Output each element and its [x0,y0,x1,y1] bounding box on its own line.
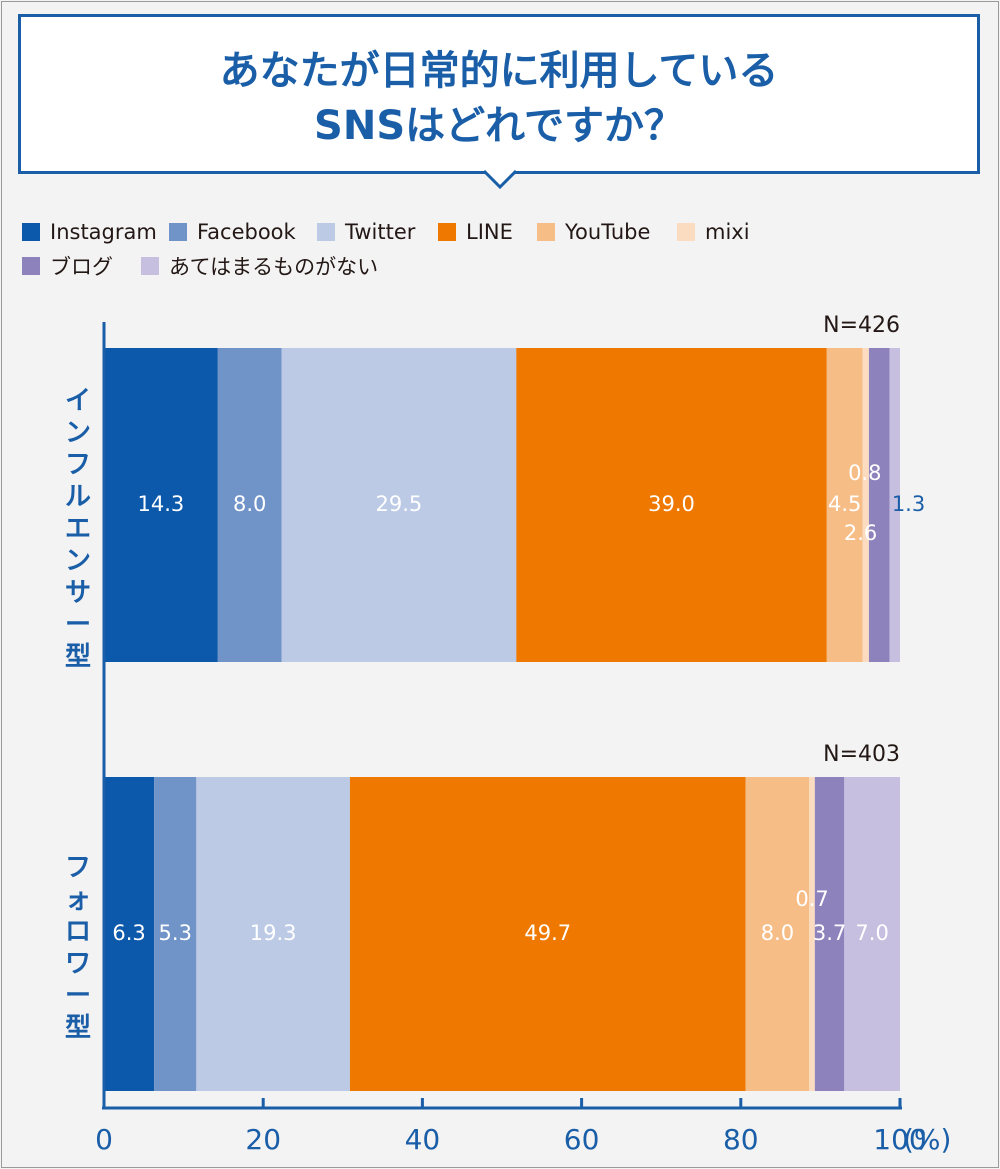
legend-swatch-mixi [677,223,695,241]
category-label-char: 型 [64,1013,91,1043]
legend-label-facebook: Facebook [197,220,296,244]
data-label: 7.0 [855,921,888,945]
bar-segment [104,777,155,1091]
category-label-char: ー [64,981,91,1011]
bar-segment [281,348,517,662]
bar-segment [196,777,350,1091]
title-box: あなたが日常的に利用している SNSはどれですか？ [18,14,980,174]
legend-swatch-instagram [22,223,40,241]
legend-item-line: LINE [438,220,513,244]
category-label-char: ル [64,482,91,512]
category-label-char: イ [64,386,91,416]
category-label-influencer: インフルエンサー型 [58,385,98,673]
data-label: 1.3 [892,492,925,516]
legend-swatch-none [141,257,159,275]
chart-title-line-2: SNSはどれですか？ [314,103,684,149]
category-label-char: 型 [64,642,91,672]
category-label-char: サ [64,578,91,608]
data-label: 14.3 [138,492,185,516]
data-label: 49.7 [524,921,571,945]
legend-swatch-line [438,223,456,241]
legend-swatch-facebook [169,223,187,241]
bar-segment [826,348,863,662]
legend-item-youtube: YouTube [537,220,650,244]
bar-segment [862,348,869,662]
legend-item-none: あてはまるものがない [141,254,379,279]
legend-item-mixi: mixi [677,220,750,244]
bar-segment [809,777,815,1091]
data-label: 6.3 [112,921,145,945]
category-label-char: ー [64,610,91,640]
legend-swatch-blog [22,257,40,275]
sample-size-label: N=403 [823,742,900,767]
legend-item-facebook: Facebook [169,220,296,244]
data-label: 0.7 [795,887,828,911]
category-label-char: フ [64,450,91,480]
data-label: 8.0 [233,492,266,516]
data-label: 0.8 [848,461,881,485]
legend-item-twitter: Twitter [317,220,415,244]
x-tick-label: 60 [564,1123,600,1156]
legend-swatch-twitter [317,223,335,241]
category-label-follower: フォロワー型 [58,852,98,1044]
bar-segment [154,777,197,1091]
category-label-char: ン [64,546,91,576]
legend-swatch-youtube [537,223,555,241]
bar-segment [814,777,845,1091]
category-label-char: フ [64,853,91,883]
data-label: 29.5 [376,492,423,516]
category-label-char: エ [64,514,91,544]
category-label-char: ワ [64,949,91,979]
bar-segment [217,348,282,662]
x-tick-label: 80 [723,1123,759,1156]
data-label: 4.5 [828,492,861,516]
sample-size-label: N=426 [823,313,900,338]
legend-label-none: あてはまるものがない [169,255,379,279]
x-tick-label: 20 [245,1123,281,1156]
x-tick-label: 0 [95,1123,113,1156]
legend-label-twitter: Twitter [345,220,416,244]
legend-label-youtube: YouTube [565,220,651,244]
bar-segment [104,348,218,662]
x-tick-label: 40 [405,1123,441,1156]
category-label-char: ォ [64,885,91,915]
data-label: 19.3 [250,921,297,945]
legend-label-blog: ブログ [50,255,113,279]
category-label-char: ン [64,418,91,448]
bar-segment [889,348,900,662]
legend-item-instagram: Instagram [22,220,157,244]
data-label: 39.0 [648,492,695,516]
bar-segment [868,348,890,662]
chart-title-line-1: あなたが日常的に利用している [219,48,779,94]
data-label: 2.6 [844,521,877,545]
legend-item-blog: ブログ [22,254,113,279]
data-label: 3.7 [813,921,846,945]
legend-label-line: LINE [466,220,513,244]
legend-label-instagram: Instagram [50,220,157,244]
data-label: 8.0 [761,921,794,945]
category-label-char: ロ [64,917,91,947]
x-tick-label: 100 [873,1123,926,1156]
bar-segment [844,777,900,1091]
title-pointer [484,170,516,190]
x-axis-unit: (%) [903,1123,951,1156]
legend-label-mixi: mixi [705,220,750,244]
bar-segment [349,777,746,1091]
bar-segment [516,348,827,662]
bar-segment [745,777,810,1091]
data-label: 5.3 [159,921,192,945]
